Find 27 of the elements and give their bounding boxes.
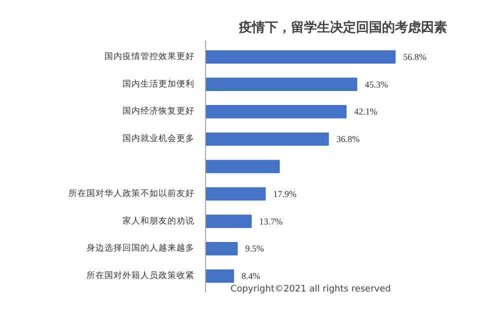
data-label: 45.3% — [364, 79, 389, 90]
data-label: 17.9% — [273, 188, 298, 199]
data-label: 42.1% — [354, 106, 378, 117]
data-label: 56.8% — [403, 52, 427, 62]
y-tick-label: 家人和朋友的劝说 — [122, 215, 194, 226]
bar — [206, 160, 280, 174]
bar — [206, 105, 347, 118]
bar — [206, 214, 252, 228]
bar — [206, 78, 358, 91]
bar — [206, 132, 329, 146]
y-tick-label: 身边选择回国的人越来越多 — [86, 242, 194, 254]
bar — [206, 269, 234, 283]
bar — [206, 242, 238, 256]
y-tick-label: 国内生活更加便利 — [122, 78, 194, 90]
data-label: 36.8% — [336, 134, 360, 144]
y-tick-label: 所在国对外籍人员政策收紧 — [86, 270, 194, 282]
bar — [206, 50, 396, 64]
chart-title: 疫情下，留学生决定回国的考虑因素 — [238, 20, 447, 36]
data-label: 13.7% — [259, 216, 283, 226]
y-tick-label: 国内经济恢复更好 — [122, 106, 194, 117]
y-tick-label: 国内就业机会更多 — [122, 133, 194, 144]
annotation: Copyright©2021 all rights reserved — [230, 284, 391, 294]
data-label: 9.5% — [245, 244, 264, 254]
y-tick-label: 所在国对华人政策不如以前友好 — [68, 188, 194, 199]
data-label: 8.4% — [242, 271, 261, 282]
y-tick-label: 国内疫情管控效果更好 — [104, 50, 194, 62]
bar — [206, 187, 266, 201]
